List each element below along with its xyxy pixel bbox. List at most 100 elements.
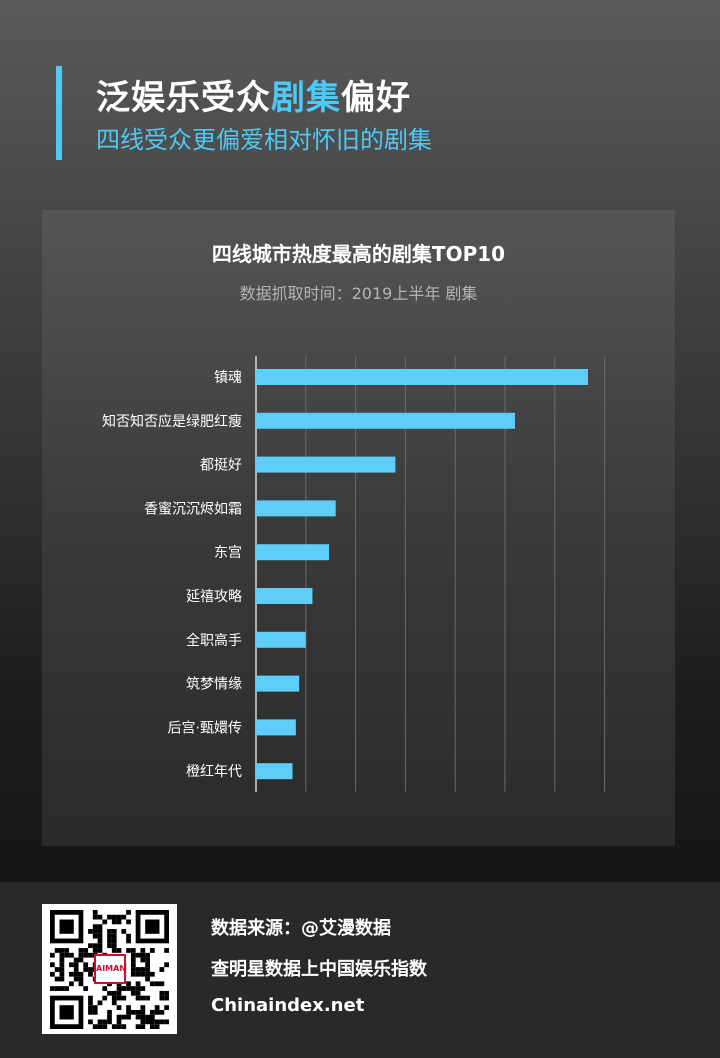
qr-module — [126, 986, 131, 991]
bar — [256, 369, 588, 385]
qr-module — [149, 1019, 155, 1025]
qr-module — [159, 981, 165, 987]
qr-module — [111, 914, 117, 920]
qr-module — [116, 919, 122, 925]
bar — [256, 456, 396, 473]
qr-module — [102, 919, 108, 925]
qr-code[interactable]: AIMAN — [42, 904, 177, 1034]
qr-module — [97, 1019, 103, 1025]
qr-module — [116, 1024, 122, 1029]
qr-module — [130, 948, 136, 953]
qr-module — [78, 948, 84, 953]
qr-module — [78, 971, 84, 977]
qr-module — [154, 981, 160, 987]
qr-module — [121, 1014, 127, 1020]
qr-finder — [59, 1005, 74, 1020]
qr-module — [88, 995, 93, 1001]
qr-module — [135, 995, 141, 1001]
qr-module — [116, 990, 122, 996]
qr-module — [69, 962, 74, 968]
qr-module — [107, 933, 112, 939]
page-subtitle: 四线受众更偏爱相对怀旧的剧集 — [96, 126, 432, 154]
qr-module — [145, 995, 150, 1001]
bar-chart: 镇魂知否知否应是绿肥红瘦都挺好香蜜沉沉烬如霜东宫延禧攻略全职高手筑梦情缘后宫·甄… — [102, 356, 606, 792]
qr-module — [116, 914, 122, 920]
qr-module — [140, 1005, 146, 1010]
qr-module — [145, 962, 150, 968]
qr-module — [164, 962, 169, 968]
qr-module — [59, 971, 65, 977]
qr-module — [88, 971, 93, 977]
qr-module — [92, 929, 98, 934]
qr-module — [111, 990, 117, 996]
qr-module — [83, 962, 89, 968]
qr-module — [97, 1000, 103, 1006]
qr-module — [107, 1009, 112, 1015]
qr-module — [130, 967, 136, 972]
qr-module — [140, 1014, 146, 1020]
qr-module — [97, 948, 103, 953]
qr-module — [140, 948, 146, 953]
qr-module — [111, 995, 117, 1001]
qr-module — [159, 995, 165, 1001]
qr-module — [135, 1014, 141, 1020]
qr-module — [107, 929, 112, 934]
qr-module — [164, 990, 169, 996]
qr-module — [164, 1005, 169, 1010]
qr-module — [154, 1009, 160, 1015]
category-label: 都挺好 — [200, 458, 242, 474]
qr-module — [126, 948, 131, 953]
qr-module — [59, 976, 65, 982]
qr-module — [140, 1024, 146, 1029]
qr-finder — [145, 919, 160, 934]
qr-module — [54, 976, 60, 982]
qr-module — [92, 1024, 98, 1029]
qr-module — [59, 952, 65, 958]
qr-module — [107, 1019, 112, 1025]
qr-module — [111, 919, 117, 925]
category-label: 橙红年代 — [186, 764, 242, 780]
qr-module — [50, 962, 55, 968]
qr-module — [140, 957, 146, 963]
qr-module — [135, 981, 141, 987]
qr-module — [159, 1009, 165, 1015]
qr-module — [159, 1019, 165, 1025]
qr-module — [135, 952, 141, 958]
category-label: 筑梦情缘 — [186, 677, 242, 693]
qr-module — [59, 948, 65, 953]
qr-logo-badge: AIMAN — [94, 954, 126, 984]
qr-module — [111, 933, 117, 939]
qr-module — [97, 933, 103, 939]
qr-module — [50, 952, 55, 958]
qr-module — [83, 967, 89, 972]
qr-module — [97, 929, 103, 934]
chart-panel: 镇魂 知否知否应是绿肥红瘦 都挺好 香蜜沉沉烬如霜 东宫 延禧攻略 全职高手 筑梦情缘 后宫·甄… — [42, 210, 675, 846]
qr-module — [78, 981, 84, 987]
qr-module — [78, 952, 84, 958]
footer-query: 查明星数据上中国娱乐指数 — [211, 959, 427, 980]
title-accent-bar — [56, 66, 62, 160]
qr-module — [126, 910, 131, 915]
qr-module — [111, 943, 117, 949]
qr-module — [145, 971, 150, 977]
qr-module — [140, 986, 146, 991]
qr-module — [107, 938, 112, 944]
qr-module — [64, 948, 70, 953]
qr-module — [140, 1009, 146, 1015]
qr-module — [130, 1009, 136, 1015]
qr-module — [126, 933, 131, 939]
qr-module — [164, 1019, 169, 1025]
qr-module — [111, 1024, 117, 1029]
qr-module — [69, 952, 74, 958]
qr-module — [92, 910, 98, 915]
qr-module — [97, 914, 103, 920]
qr-module — [107, 914, 112, 920]
qr-module — [88, 1005, 93, 1010]
qr-module — [145, 957, 150, 963]
qr-module — [92, 914, 98, 920]
qr-module — [130, 986, 136, 991]
qr-module — [111, 1000, 117, 1006]
footer-site[interactable]: Chinaindex.net — [211, 995, 365, 1016]
qr-module — [69, 981, 74, 987]
qr-module — [111, 929, 117, 934]
